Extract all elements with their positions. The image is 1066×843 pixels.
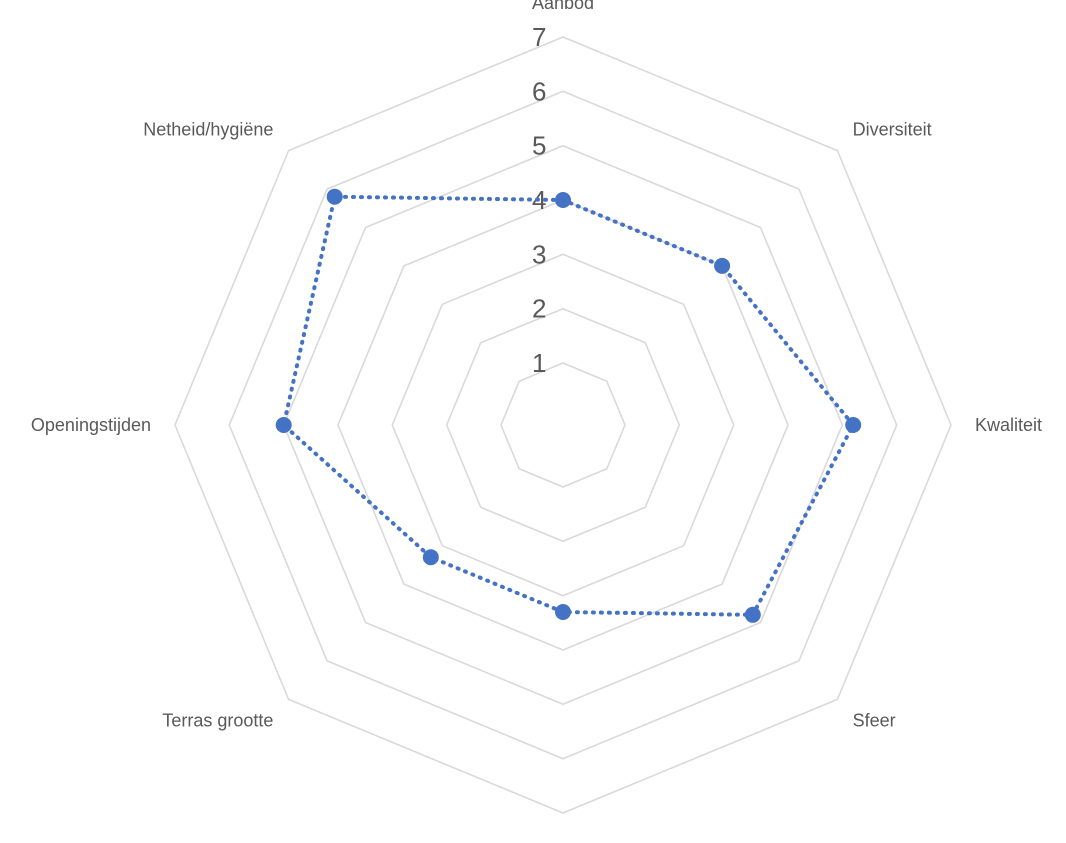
category-label: Diversiteit: [853, 119, 932, 139]
radial-tick-label: 7: [532, 22, 546, 52]
series-point: [275, 417, 292, 433]
grid-ring-1: [500, 362, 626, 488]
series-point: [744, 606, 761, 623]
series-point: [422, 549, 439, 566]
grid-ring-7: [174, 36, 952, 814]
series-point: [714, 257, 731, 274]
radial-tick-label: 5: [532, 131, 546, 161]
series-point: [555, 192, 571, 208]
category-label: Openingstijden: [31, 415, 151, 435]
series-line: [281, 194, 856, 617]
category-label: Aanbod: [532, 0, 594, 13]
category-label: Kwaliteit: [975, 415, 1042, 435]
series-point: [845, 417, 862, 433]
series-point: [326, 188, 343, 205]
radial-tick-label: 6: [532, 76, 546, 106]
grid-layer: [174, 36, 952, 814]
grid-ring-2: [445, 307, 681, 543]
category-labels: Aanbod Diversiteit Kwaliteit Sfeer Aantal te…: [31, 0, 1042, 843]
grid-ring-5: [282, 144, 844, 706]
radial-tick-label: 1: [532, 348, 546, 378]
grid-ring-4: [337, 199, 789, 651]
radial-tick-label: 2: [532, 294, 546, 324]
grid-ring-3: [391, 253, 735, 597]
series-layer: [275, 188, 862, 623]
radial-tick-label: 3: [532, 239, 546, 269]
category-label: Terras grootte: [162, 711, 273, 731]
series-point: [555, 604, 571, 620]
category-label: Netheid/hygiëne: [143, 119, 273, 139]
category-label: Aantal terrassen: [497, 841, 628, 843]
grid-ring-6: [228, 90, 898, 760]
category-label: Sfeer: [853, 711, 896, 731]
